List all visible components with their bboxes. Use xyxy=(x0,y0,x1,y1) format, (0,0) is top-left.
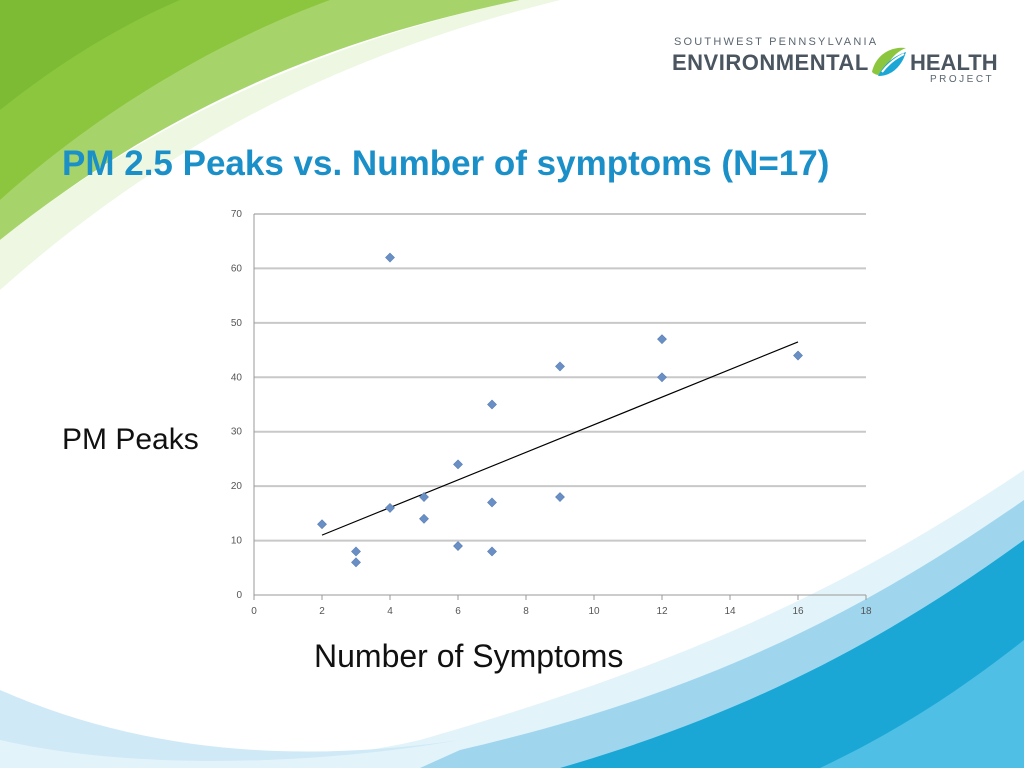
logo-line-1: SOUTHWEST PENNSYLVANIA xyxy=(674,36,879,48)
x-tick-label: 2 xyxy=(319,606,325,617)
y-tick-label: 50 xyxy=(231,318,243,329)
data-point xyxy=(317,519,327,530)
data-point xyxy=(487,399,497,410)
logo-line-2b: HEALTH xyxy=(910,50,998,75)
y-tick-label: 40 xyxy=(231,372,243,383)
data-point xyxy=(351,546,361,557)
x-tick-label: 16 xyxy=(792,606,804,617)
logo-line-2a: ENVIRONMENTAL xyxy=(672,50,869,75)
organization-logo: SOUTHWEST PENNSYLVANIA ENVIRONMENTAL HEA… xyxy=(672,36,1002,92)
y-tick-label: 10 xyxy=(231,536,243,547)
chart-trendline xyxy=(321,341,799,536)
data-point xyxy=(657,334,667,345)
data-point xyxy=(555,361,565,372)
x-axis-ticks: 0 2 4 6 8 10 12 14 16 18 xyxy=(251,595,872,617)
x-axis-label: Number of Symptoms xyxy=(314,638,624,674)
data-point xyxy=(657,372,667,383)
x-tick-label: 10 xyxy=(588,606,600,617)
x-tick-label: 12 xyxy=(656,606,668,617)
data-point xyxy=(555,492,565,502)
data-point xyxy=(385,502,395,513)
swirl-leaf-icon xyxy=(872,47,906,76)
y-axis-label: PM Peaks xyxy=(62,423,199,456)
data-point xyxy=(793,350,803,361)
y-tick-label: 60 xyxy=(231,263,243,274)
data-point xyxy=(419,492,429,502)
y-axis-ticks: 0 10 20 30 40 50 60 70 xyxy=(231,209,243,601)
data-point xyxy=(453,459,463,470)
data-point xyxy=(351,557,361,568)
data-point xyxy=(419,513,429,524)
chart-gridlines xyxy=(254,213,866,542)
x-tick-label: 8 xyxy=(523,606,529,617)
data-point xyxy=(487,546,497,557)
data-point xyxy=(453,541,463,551)
y-tick-label: 30 xyxy=(231,427,243,438)
data-point xyxy=(385,252,395,263)
trendline xyxy=(321,341,799,536)
chart-axes xyxy=(253,214,866,596)
x-tick-label: 4 xyxy=(387,606,393,617)
x-tick-label: 6 xyxy=(455,606,461,617)
x-tick-label: 0 xyxy=(251,606,257,617)
slide-title: PM 2.5 Peaks vs. Number of symptoms (N=1… xyxy=(62,144,830,183)
x-tick-label: 14 xyxy=(724,606,736,617)
logo-line-3: PROJECT xyxy=(930,74,995,85)
y-tick-label: 20 xyxy=(231,481,243,492)
x-tick-label: 18 xyxy=(860,606,872,617)
y-tick-label: 0 xyxy=(236,590,242,601)
y-tick-label: 70 xyxy=(231,209,243,220)
data-point xyxy=(487,497,497,508)
chart-points xyxy=(317,252,803,568)
